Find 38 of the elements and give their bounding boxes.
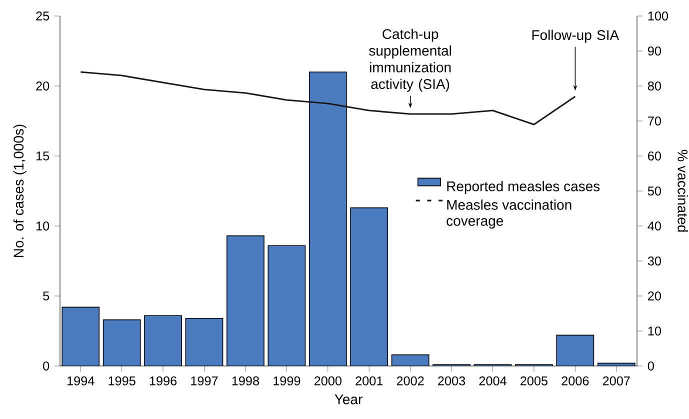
x-tick-label: 2002	[396, 376, 424, 386]
x-tick-label: 1995	[108, 376, 136, 386]
y2-tick-label: 90	[648, 46, 661, 56]
y2-tick-label: 100	[648, 12, 668, 20]
x-tick-label: 2005	[520, 376, 548, 386]
y-tick-label: 10	[36, 222, 50, 230]
y2-tick-label: 60	[648, 152, 661, 160]
y2-tick-label: 20	[648, 292, 661, 300]
x-tick-label: 1996	[150, 376, 177, 386]
x-tick-label: 1999	[274, 376, 300, 386]
y2-tick-label: 30	[648, 256, 661, 266]
y-tick-label: 5	[43, 292, 50, 300]
y-tick-label: 20	[36, 82, 50, 90]
y-tick-label: 25	[36, 12, 50, 20]
legend-label: Reported measles cases	[447, 181, 600, 194]
legend-label: Measles vaccination coverage	[446, 200, 572, 229]
x-tick-label: 2004	[479, 376, 506, 386]
y2-tick-label: 0	[648, 362, 654, 370]
annotation: Follow-up SIA	[532, 30, 620, 43]
x-tick-label: 2007	[602, 376, 630, 386]
y2-tick-label: 10	[648, 326, 661, 336]
annotation: Catch-up supplemental immunization activity (SIA)	[369, 28, 452, 92]
x-tick-label: 2006	[562, 376, 589, 386]
x-tick-label: 1998	[232, 376, 260, 386]
x-axis-title: Year	[334, 394, 362, 404]
y2-tick-label: 70	[648, 116, 661, 126]
y-axis-title: No. of cases (1,000s)	[13, 124, 26, 258]
x-tick-label: 2000	[314, 376, 342, 386]
y2-tick-label: 80	[648, 82, 661, 90]
x-tick-label: 2001	[356, 376, 383, 386]
x-tick-label: 2003	[438, 376, 466, 386]
y2-axis-title: % vaccinated	[678, 150, 688, 232]
y-tick-label: 15	[36, 152, 50, 160]
x-tick-label: 1997	[191, 376, 218, 386]
y-tick-label: 0	[43, 362, 50, 370]
x-tick-label: 1994	[67, 376, 94, 386]
y2-tick-label: 50	[648, 186, 661, 196]
y2-tick-label: 40	[648, 222, 661, 230]
